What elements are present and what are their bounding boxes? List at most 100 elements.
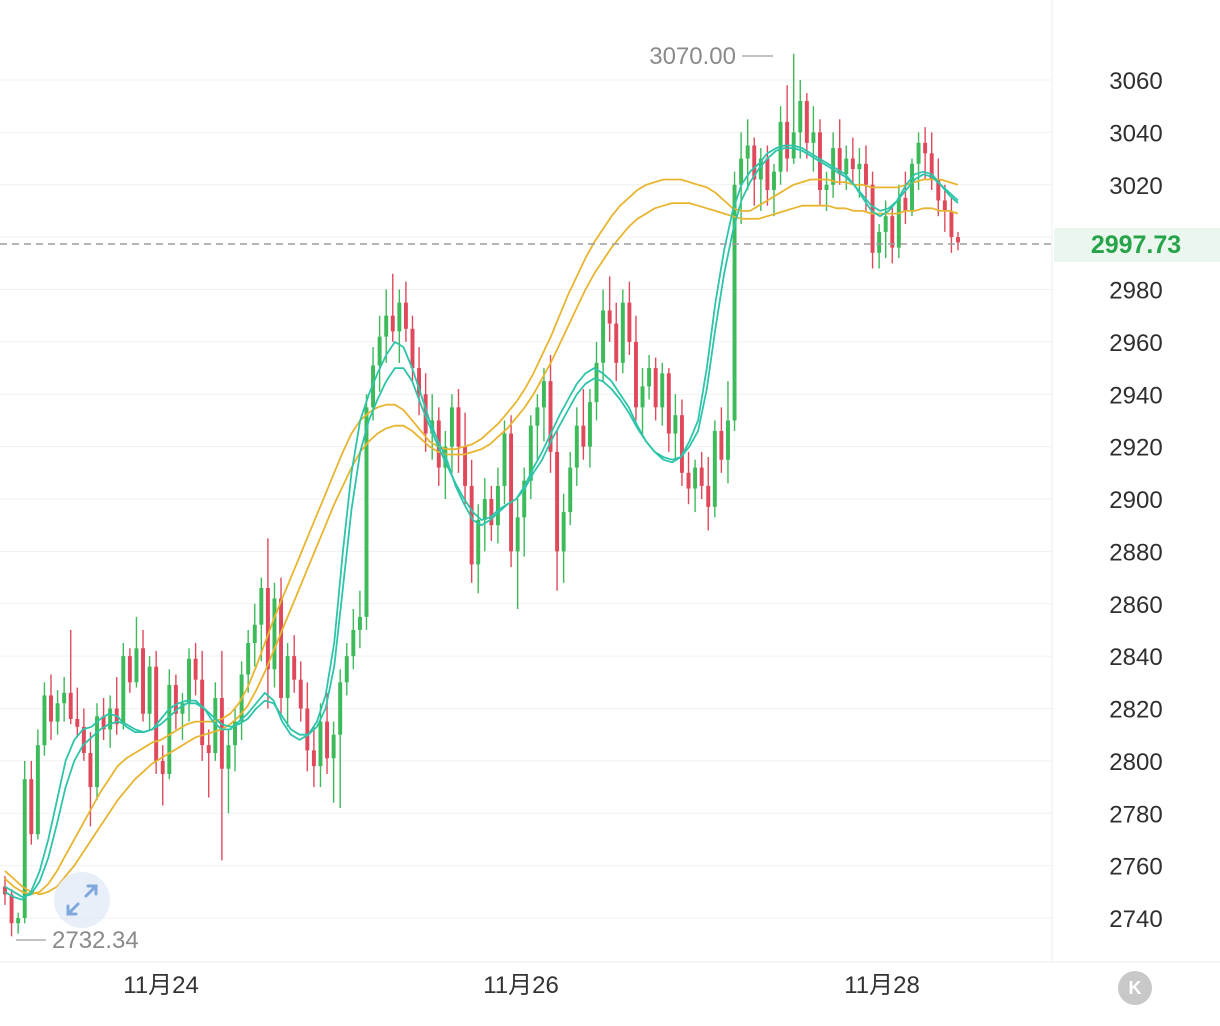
candle (561, 493, 566, 583)
candle-body (844, 158, 849, 175)
candle (607, 276, 612, 342)
candle-body (489, 499, 494, 526)
candle-body (9, 894, 14, 924)
candle (923, 127, 928, 180)
candle-body (929, 153, 934, 180)
candle (384, 289, 389, 363)
candle (377, 315, 382, 392)
candle-body (936, 179, 941, 201)
candle-body (279, 598, 284, 699)
candle (601, 289, 606, 382)
candle (673, 394, 678, 460)
candle-body (607, 310, 612, 324)
candle-body (62, 692, 67, 704)
candle-body (712, 430, 717, 507)
candle-body (390, 315, 395, 332)
candle (9, 889, 14, 937)
candle (397, 289, 402, 363)
candle-body (22, 779, 27, 918)
candle-body (384, 315, 389, 337)
y-tick-label: 2880 (1109, 539, 1162, 566)
candle-body (75, 718, 80, 727)
candle-body (476, 519, 481, 565)
candle (338, 669, 343, 809)
candle (141, 629, 145, 722)
candle-body (246, 643, 251, 675)
candle (35, 729, 40, 840)
candle (772, 163, 776, 217)
price-markers: 2997.73 3070.00 2732.34 (0, 43, 1220, 954)
candle-body (134, 648, 139, 683)
candle-body (896, 197, 901, 248)
candle (653, 357, 658, 421)
y-tick-label: 2740 (1109, 906, 1162, 933)
candle (528, 415, 533, 499)
y-tick-label: 2960 (1109, 330, 1162, 357)
candle-body (417, 368, 422, 395)
candle (870, 171, 875, 269)
candle (62, 677, 67, 722)
candle-body (837, 148, 842, 175)
candle (850, 137, 855, 185)
high-marker-label: 3070.00 (649, 43, 736, 70)
candle (824, 171, 829, 211)
candle-body (160, 760, 165, 774)
candle (292, 635, 297, 693)
candle (633, 315, 638, 421)
candle (325, 692, 330, 774)
candle-body (824, 184, 829, 190)
kline-settings-button[interactable]: K (1118, 971, 1152, 1005)
candle (798, 80, 803, 159)
candle-body (587, 402, 592, 447)
candle (910, 158, 914, 217)
candle (265, 538, 270, 709)
candle-body (469, 485, 474, 565)
candle (160, 745, 165, 806)
candle-body (581, 425, 586, 447)
candle (752, 137, 757, 206)
candle (311, 726, 316, 788)
candle-body (949, 210, 954, 238)
candle (55, 690, 60, 735)
candle (476, 504, 481, 594)
candle (331, 721, 336, 803)
candle-body (798, 100, 803, 133)
candle-body (173, 684, 178, 714)
candle-body (739, 158, 744, 185)
candle (699, 451, 704, 499)
candle (489, 485, 494, 541)
candle-body (548, 381, 553, 452)
candle-body (627, 302, 632, 342)
candle-body (509, 433, 514, 552)
candle-body (555, 451, 560, 552)
current-price-tag-bg (1054, 228, 1220, 262)
candle (134, 616, 139, 688)
candle (581, 389, 586, 460)
candle-body (167, 684, 172, 774)
candle-body (81, 726, 86, 754)
candle-body (456, 407, 461, 447)
candle (785, 85, 790, 172)
candle-body (870, 184, 875, 253)
candle-body (725, 420, 730, 460)
candle (403, 281, 408, 342)
y-tick-label: 2900 (1109, 487, 1162, 514)
candle-body (331, 734, 336, 759)
candle-body (633, 341, 638, 408)
candle-body (673, 415, 678, 434)
candle-body (311, 750, 316, 767)
candle (758, 148, 763, 211)
y-tick-label: 3020 (1109, 173, 1162, 200)
candle (463, 412, 468, 505)
candle-body (541, 381, 546, 408)
candle (252, 603, 257, 667)
candle-body (686, 472, 691, 489)
expand-chart-button[interactable] (54, 872, 110, 928)
candle (114, 677, 119, 735)
candle-body (29, 779, 34, 835)
candle-body (864, 163, 868, 185)
candle-body (614, 323, 619, 363)
y-tick-label: 2840 (1109, 644, 1162, 671)
candle-body (482, 499, 487, 520)
